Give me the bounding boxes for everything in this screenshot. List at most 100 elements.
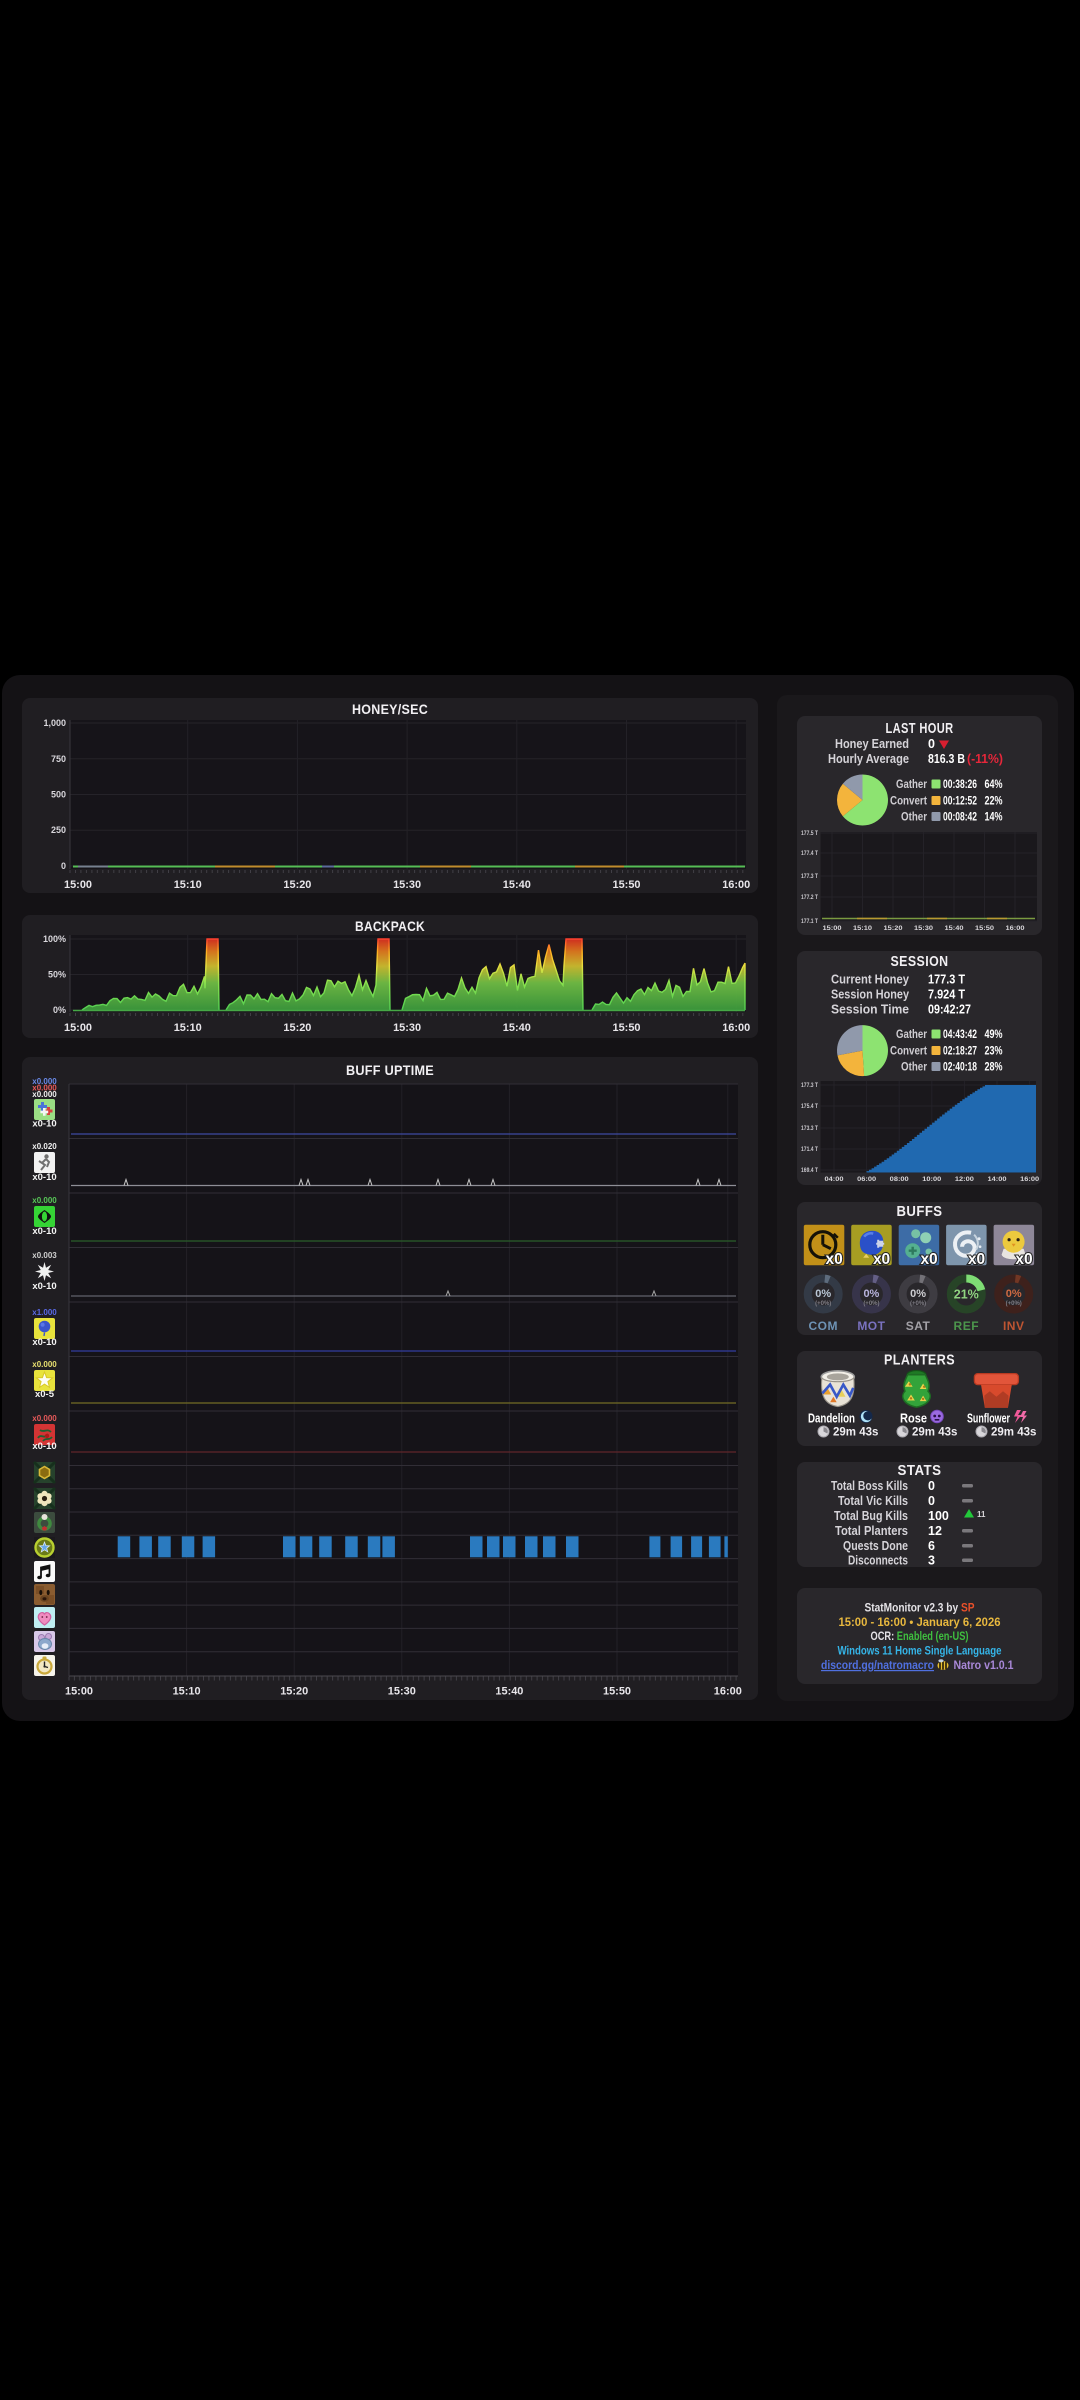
svg-text:Hourly Average: Hourly Average [828,752,909,766]
svg-text:08:00: 08:00 [890,1176,909,1183]
svg-text:BUFFS: BUFFS [897,1204,943,1220]
svg-text:15:40: 15:40 [503,1022,531,1034]
svg-text:discord.gg/natromacro: discord.gg/natromacro [821,1658,934,1672]
svg-text:15:50: 15:50 [603,1686,631,1698]
svg-text:15:00: 15:00 [64,879,92,891]
svg-text:02:18:27: 02:18:27 [943,1046,977,1058]
svg-text:Disconnects: Disconnects [848,1554,908,1568]
svg-text:Quests Done: Quests Done [843,1539,908,1553]
svg-text:171.4 T: 171.4 T [801,1147,818,1153]
svg-text:Honey Earned: Honey Earned [835,737,909,751]
svg-text:Rose: Rose [900,1411,927,1426]
svg-text:0%: 0% [815,1288,831,1300]
svg-text:x0.003: x0.003 [32,1251,57,1260]
svg-text:Session Time: Session Time [831,1003,909,1017]
svg-text:x0-10: x0-10 [32,1281,56,1292]
svg-text:00:12:52: 00:12:52 [943,796,977,808]
svg-text:15:20: 15:20 [283,1022,311,1034]
svg-text:15:10: 15:10 [174,1022,202,1034]
svg-text:x0.000: x0.000 [32,1090,57,1099]
svg-text:(+0%): (+0%) [910,1301,926,1307]
svg-text:MOT: MOT [857,1319,885,1333]
svg-text:00:38:26: 00:38:26 [943,779,977,791]
svg-text:0: 0 [928,1494,935,1508]
svg-text:21%: 21% [954,1288,979,1302]
svg-text:(+0%): (+0%) [815,1301,831,1307]
svg-text:x0-10: x0-10 [32,1172,56,1183]
svg-text:750: 750 [51,754,66,764]
svg-text:16:00: 16:00 [1006,925,1025,932]
svg-text:15:30: 15:30 [393,879,421,891]
svg-text:x0.000: x0.000 [32,1414,57,1423]
svg-text:COM: COM [808,1319,838,1333]
svg-text:173.3 T: 173.3 T [801,1126,818,1132]
svg-text:x0-10: x0-10 [32,1441,56,1452]
svg-text:15:50: 15:50 [613,1022,641,1034]
svg-text:15:30: 15:30 [393,1022,421,1034]
svg-text:49%: 49% [985,1029,1003,1041]
svg-text:Dandelion: Dandelion [808,1411,855,1426]
svg-text:250: 250 [51,825,66,835]
svg-text:Other: Other [901,812,927,824]
svg-text:816.3 B: 816.3 B [928,752,965,766]
svg-text:REF: REF [954,1319,980,1333]
svg-text:00:08:42: 00:08:42 [943,812,977,824]
svg-text:Other: Other [901,1062,927,1074]
svg-text:0%: 0% [1006,1288,1022,1300]
svg-text:x0: x0 [873,1251,890,1268]
svg-text:LAST HOUR: LAST HOUR [886,721,954,737]
svg-text:Sunflower: Sunflower [967,1411,1010,1426]
svg-text:0%: 0% [910,1288,926,1300]
svg-text:64%: 64% [985,779,1003,791]
svg-text:15:20: 15:20 [283,879,311,891]
svg-text:0: 0 [928,737,935,751]
svg-text:50%: 50% [48,970,66,980]
svg-text:1,000: 1,000 [43,718,66,728]
svg-text:Convert: Convert [890,1046,927,1058]
svg-text:15:00: 15:00 [65,1686,93,1698]
svg-text:29m 43s: 29m 43s [833,1427,878,1439]
svg-text:HONEY/SEC: HONEY/SEC [352,701,428,717]
svg-text:15:50: 15:50 [975,925,994,932]
svg-text:x0: x0 [968,1251,985,1268]
svg-text:29m 43s: 29m 43s [912,1427,957,1439]
svg-text:04:00: 04:00 [825,1176,844,1183]
svg-text:Windows 11 Home Single Languag: Windows 11 Home Single Language [838,1644,1002,1658]
svg-text:09:42:27: 09:42:27 [928,1003,971,1017]
svg-text:15:40: 15:40 [945,925,964,932]
svg-text:177.1 T: 177.1 T [801,919,818,925]
svg-text:12:00: 12:00 [955,1176,974,1183]
svg-text:Gather: Gather [896,779,927,791]
svg-text:0%: 0% [53,1005,66,1015]
svg-text:7.924 T: 7.924 T [928,988,965,1002]
svg-text:(-11%): (-11%) [967,752,1003,766]
svg-text:SESSION: SESSION [891,954,949,970]
svg-text:15:30: 15:30 [914,925,933,932]
svg-text:BUFF UPTIME: BUFF UPTIME [346,1062,434,1078]
svg-text:15:10: 15:10 [853,925,872,932]
svg-text:15:40: 15:40 [495,1686,523,1698]
svg-text:Convert: Convert [890,796,927,808]
svg-text:11: 11 [977,1510,986,1519]
svg-text:(+0%): (+0%) [1006,1301,1022,1307]
svg-text:x0: x0 [920,1251,937,1268]
svg-text:0%: 0% [863,1288,879,1300]
svg-text:x0-5: x0-5 [35,1389,55,1400]
svg-text:Gather: Gather [896,1029,927,1041]
svg-text:x0.000: x0.000 [32,1360,57,1369]
svg-text:x1.000: x1.000 [32,1308,57,1317]
svg-text:06:00: 06:00 [857,1176,876,1183]
svg-text:INV: INV [1003,1319,1025,1333]
svg-text:15:00: 15:00 [64,1022,92,1034]
svg-text:(+0%): (+0%) [863,1301,879,1307]
svg-text:169.4 T: 169.4 T [801,1168,818,1174]
svg-text:SAT: SAT [906,1319,931,1333]
svg-text:Natro v1.0.1: Natro v1.0.1 [954,1658,1014,1672]
svg-text:15:50: 15:50 [613,879,641,891]
svg-text:14%: 14% [985,812,1003,824]
svg-text:Total Planters: Total Planters [835,1524,908,1538]
svg-text:STATS: STATS [898,1463,942,1479]
svg-text:Total Bug Kills: Total Bug Kills [834,1509,908,1523]
svg-text:x0.020: x0.020 [32,1142,57,1151]
svg-text:Total Vic Kills: Total Vic Kills [838,1494,908,1508]
